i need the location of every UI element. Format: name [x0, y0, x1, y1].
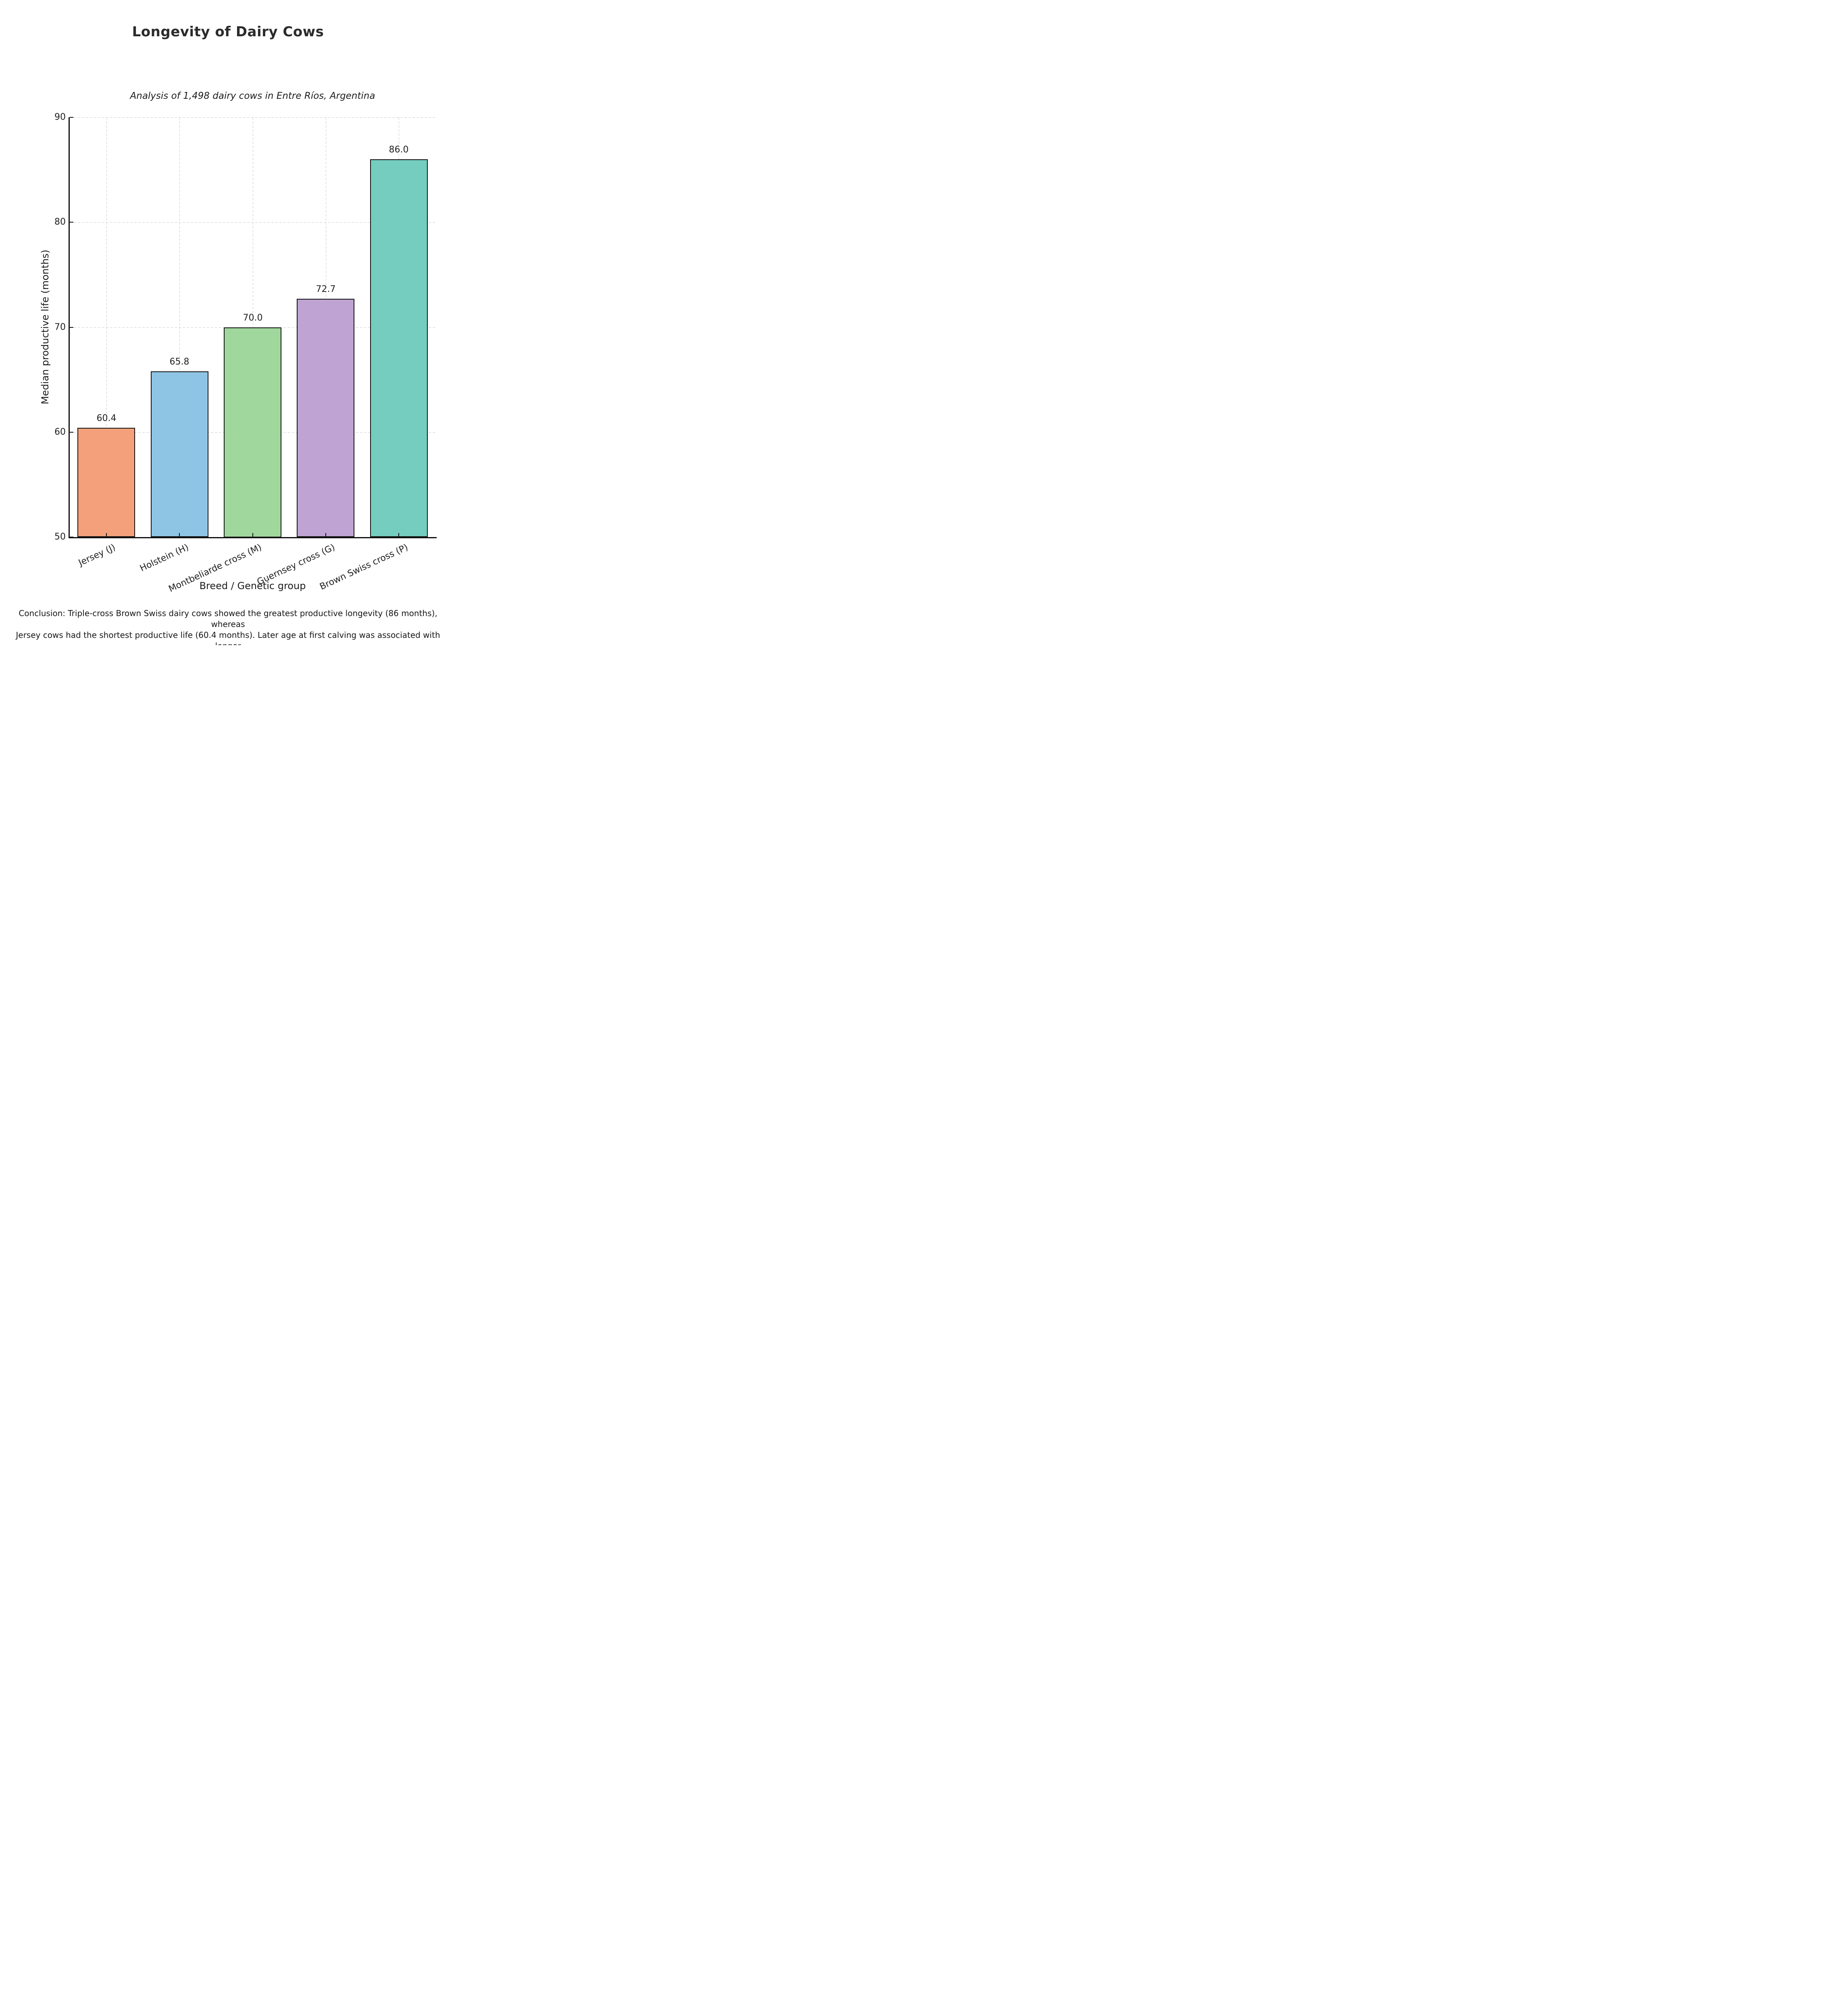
- conclusion-line: Jersey cows had the shortest productive …: [16, 630, 440, 645]
- x-tick-mark: [398, 533, 399, 537]
- x-tick-mark: [325, 533, 326, 537]
- y-tick-label: 60: [54, 427, 66, 437]
- bar-5: [370, 159, 428, 537]
- bar-4: [297, 299, 354, 537]
- y-tick-label: 50: [54, 532, 66, 542]
- y-tick-label: 80: [54, 217, 66, 227]
- x-axis-spine: [69, 537, 437, 538]
- v-gridline: [179, 117, 180, 537]
- x-tick-mark: [106, 533, 107, 537]
- x-tick-label: Brown Swiss cross (P): [318, 542, 410, 592]
- x-tick-mark: [252, 533, 253, 537]
- x-tick-label: Jersey (J): [77, 542, 117, 568]
- h-gridline: [70, 222, 435, 223]
- bar-value-label: 86.0: [389, 145, 409, 155]
- y-axis-spine: [69, 117, 70, 538]
- x-tick-label: Montbeliarde cross (M): [167, 542, 264, 594]
- v-gridline: [106, 117, 107, 537]
- y-tick-mark: [70, 327, 73, 328]
- y-tick-mark: [70, 117, 73, 118]
- y-tick-mark: [70, 431, 73, 433]
- bar-3: [224, 327, 281, 537]
- bar-value-label: 65.8: [169, 357, 189, 367]
- y-tick-label: 70: [54, 322, 66, 332]
- figure: Longevity of Dairy Cows Analysis of 1,49…: [0, 0, 456, 645]
- y-tick-label: 90: [54, 112, 66, 122]
- x-tick-mark: [179, 533, 180, 537]
- h-gridline: [70, 117, 435, 118]
- bar-2: [151, 371, 208, 537]
- chart-title: Longevity of Dairy Cows: [132, 24, 324, 40]
- x-axis-label: Breed / Genetic group: [199, 580, 306, 591]
- conclusion-line: Conclusion: Triple-cross Brown Swiss dai…: [19, 608, 437, 629]
- chart-subtitle: Analysis of 1,498 dairy cows in Entre Rí…: [130, 91, 375, 101]
- bar-value-label: 70.0: [243, 313, 263, 323]
- bar-1: [77, 428, 135, 537]
- y-tick-mark: [70, 222, 73, 223]
- conclusion-text: Conclusion: Triple-cross Brown Swiss dai…: [9, 608, 447, 645]
- bar-value-label: 60.4: [96, 413, 117, 423]
- bar-value-label: 72.7: [316, 284, 336, 294]
